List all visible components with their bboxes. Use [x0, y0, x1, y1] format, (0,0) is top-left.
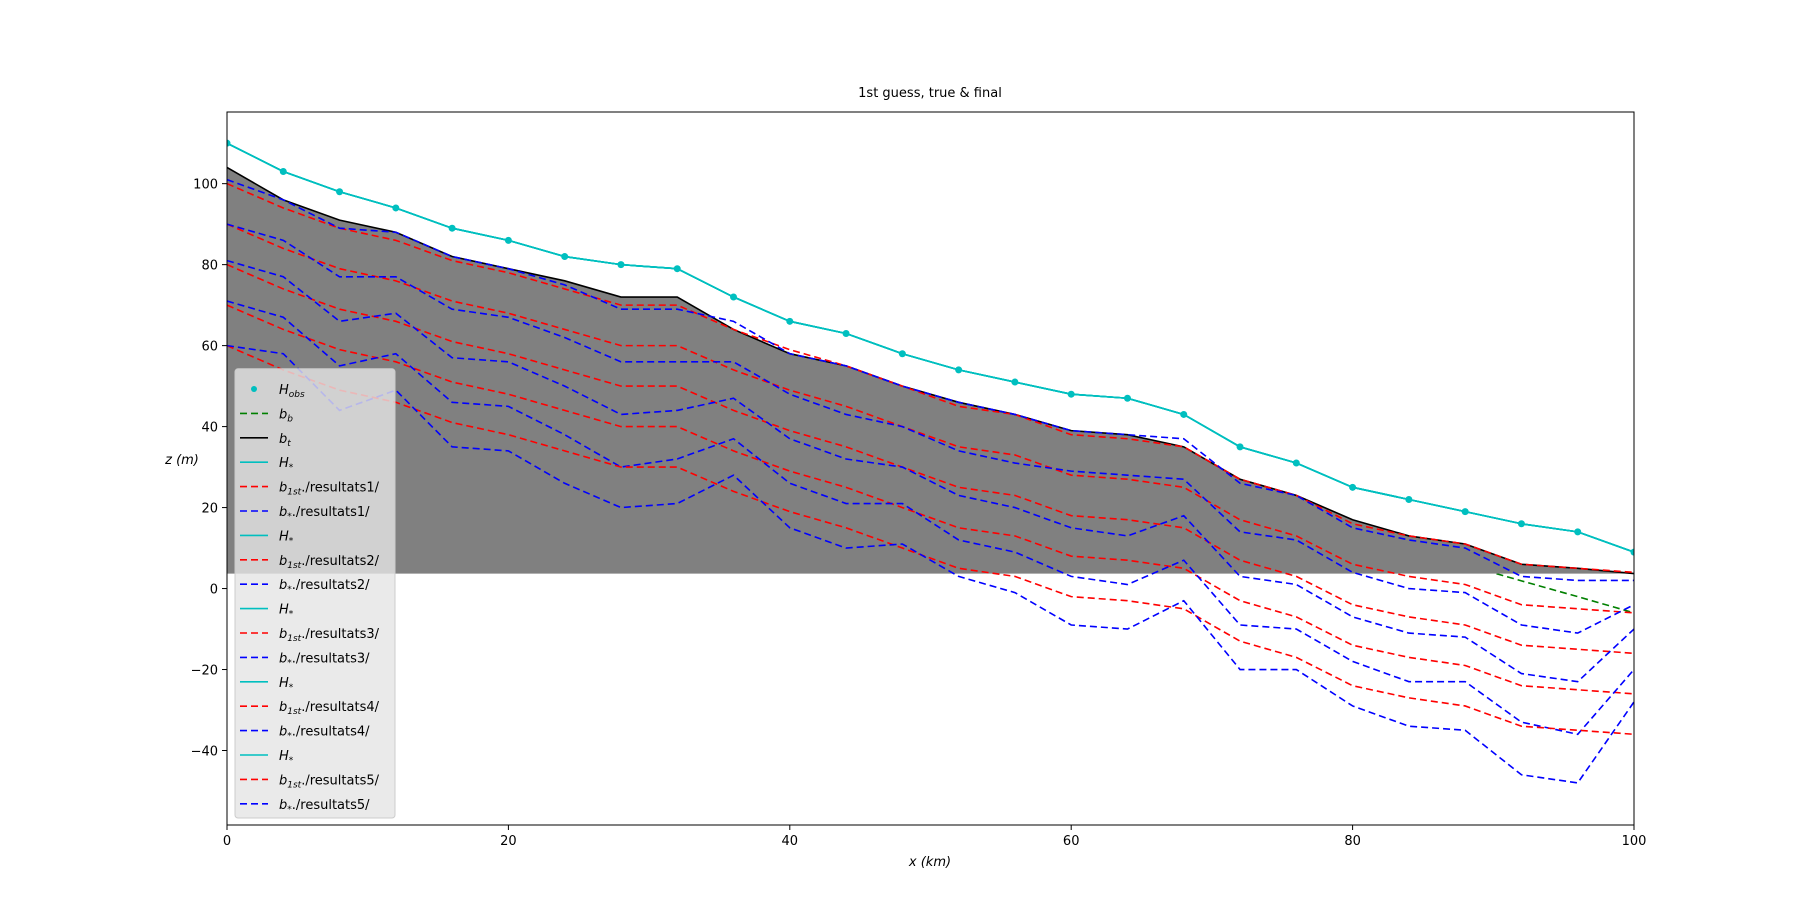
legend-label: b*./resultats3/: [279, 651, 370, 668]
y-tick-label: 60: [201, 340, 218, 355]
legend-label-part: 1st: [287, 780, 301, 790]
legend-label-part: 1st: [287, 707, 301, 717]
legend-label: H*: [279, 749, 294, 766]
plot-area: [227, 139, 1634, 784]
legend-label-part: b: [279, 725, 287, 740]
legend-label-part: *: [289, 536, 294, 546]
legend-label-part: 1st: [287, 634, 301, 644]
legend-label-part: *: [289, 463, 294, 473]
series-line: [227, 182, 1634, 574]
series-line: [227, 223, 1634, 634]
legend-label: b*./resultats4/: [279, 725, 370, 742]
series-line: [227, 304, 1634, 695]
legend-label: b1st./resultats3/: [279, 627, 380, 644]
legend-label-part: 1st: [287, 488, 301, 498]
legend-label-part: *: [289, 756, 294, 766]
x-tick-label: 80: [1344, 834, 1361, 849]
legend-label-part: ./resultats3/: [292, 651, 370, 666]
legend-label-part: b: [279, 407, 287, 422]
legend-label-part: b: [279, 578, 287, 593]
y-tick-label: 40: [201, 421, 218, 436]
legend-label-part: 1st: [287, 561, 301, 571]
x-tick-label: 20: [500, 834, 517, 849]
legend-label: b*./resultats2/: [279, 578, 370, 595]
y-tick-label: −40: [191, 745, 218, 760]
y-tick-label: 20: [201, 502, 218, 517]
series-line: [227, 263, 1634, 655]
series-line: [227, 344, 1634, 736]
legend-marker: [251, 386, 257, 392]
legend-label-part: H: [279, 383, 289, 398]
legend-label: b1st./resultats2/: [279, 554, 380, 571]
x-tick-label: 0: [223, 834, 231, 849]
legend-label: H*: [279, 603, 294, 620]
legend-label-part: *: [289, 610, 294, 620]
legend-label-part: obs: [289, 390, 305, 400]
legend-label-part: H: [279, 456, 289, 471]
legend-label-part: *: [287, 732, 292, 742]
y-tick-label: 80: [201, 259, 218, 274]
y-axis-label: z (m): [164, 453, 199, 468]
legend-label-part: b: [279, 505, 287, 520]
legend-label-part: ./resultats1/: [292, 505, 370, 520]
x-tick-label: 100: [1622, 834, 1647, 849]
legend-label: bt: [279, 432, 291, 449]
legend-box: [234, 368, 396, 819]
legend-label-part: H: [279, 603, 289, 618]
legend-label-part: b: [279, 627, 287, 642]
legend-label-part: H: [279, 676, 289, 691]
legend-label-part: ./resultats5/: [301, 773, 379, 788]
legend-label: b1st./resultats5/: [279, 773, 380, 790]
y-tick-label: −20: [191, 664, 218, 679]
axes-frame: [226, 111, 1635, 826]
legend-label-part: b: [279, 554, 287, 569]
legend-label: b1st./resultats1/: [279, 481, 380, 498]
series-line: [227, 142, 1634, 553]
legend-label-part: ./resultats4/: [292, 725, 370, 740]
x-tick-label: 40: [782, 834, 799, 849]
legend-label-part: b: [279, 798, 287, 813]
legend-label-part: b: [279, 432, 287, 447]
chart-title: 1st guess, true & final: [858, 86, 1002, 101]
legend-label-part: ./resultats1/: [301, 481, 379, 496]
legend-label: H*: [279, 456, 294, 473]
legend-label: Hobs: [279, 383, 305, 400]
legend-label-part: b: [287, 414, 293, 424]
legend-label-part: ./resultats2/: [301, 554, 379, 569]
legend-label: bb: [279, 407, 293, 424]
legend-label: b*./resultats1/: [279, 505, 370, 522]
series-line: [227, 344, 1634, 784]
legend-label: H*: [279, 676, 294, 693]
x-tick-label: 60: [1063, 834, 1080, 849]
series-line: [227, 223, 1634, 614]
legend-label: b1st./resultats4/: [279, 700, 380, 717]
series-line: [227, 259, 1634, 683]
legend-label-part: ./resultats4/: [301, 700, 379, 715]
legend-label: H*: [279, 529, 294, 546]
legend-label-part: H: [279, 749, 289, 764]
legend-label-part: ./resultats3/: [301, 627, 379, 642]
legend-label-part: *: [287, 512, 292, 522]
legend-label: b*./resultats5/: [279, 798, 370, 815]
legend-label-part: b: [279, 481, 287, 496]
series-line: [227, 178, 1634, 582]
legend-label-part: b: [279, 773, 287, 788]
series-line: [227, 300, 1634, 736]
legend-label-part: b: [279, 700, 287, 715]
fill-area: [227, 167, 1634, 574]
legend-label-part: b: [279, 651, 287, 666]
x-axis-label: x (km): [908, 855, 951, 870]
y-tick-label: 100: [193, 178, 218, 193]
legend-label-part: ./resultats2/: [292, 578, 370, 593]
y-tick-label: 0: [210, 583, 218, 598]
legend-label-part: *: [287, 658, 292, 668]
legend: HobsbbbtH*b1st./resultats1/b*./resultats…: [234, 368, 396, 819]
legend-label-part: ./resultats5/: [292, 798, 370, 813]
legend-label-part: t: [287, 439, 291, 449]
legend-label-part: *: [287, 805, 292, 815]
legend-label-part: H: [279, 529, 289, 544]
legend-label-part: *: [289, 683, 294, 693]
legend-label-part: *: [287, 585, 292, 595]
